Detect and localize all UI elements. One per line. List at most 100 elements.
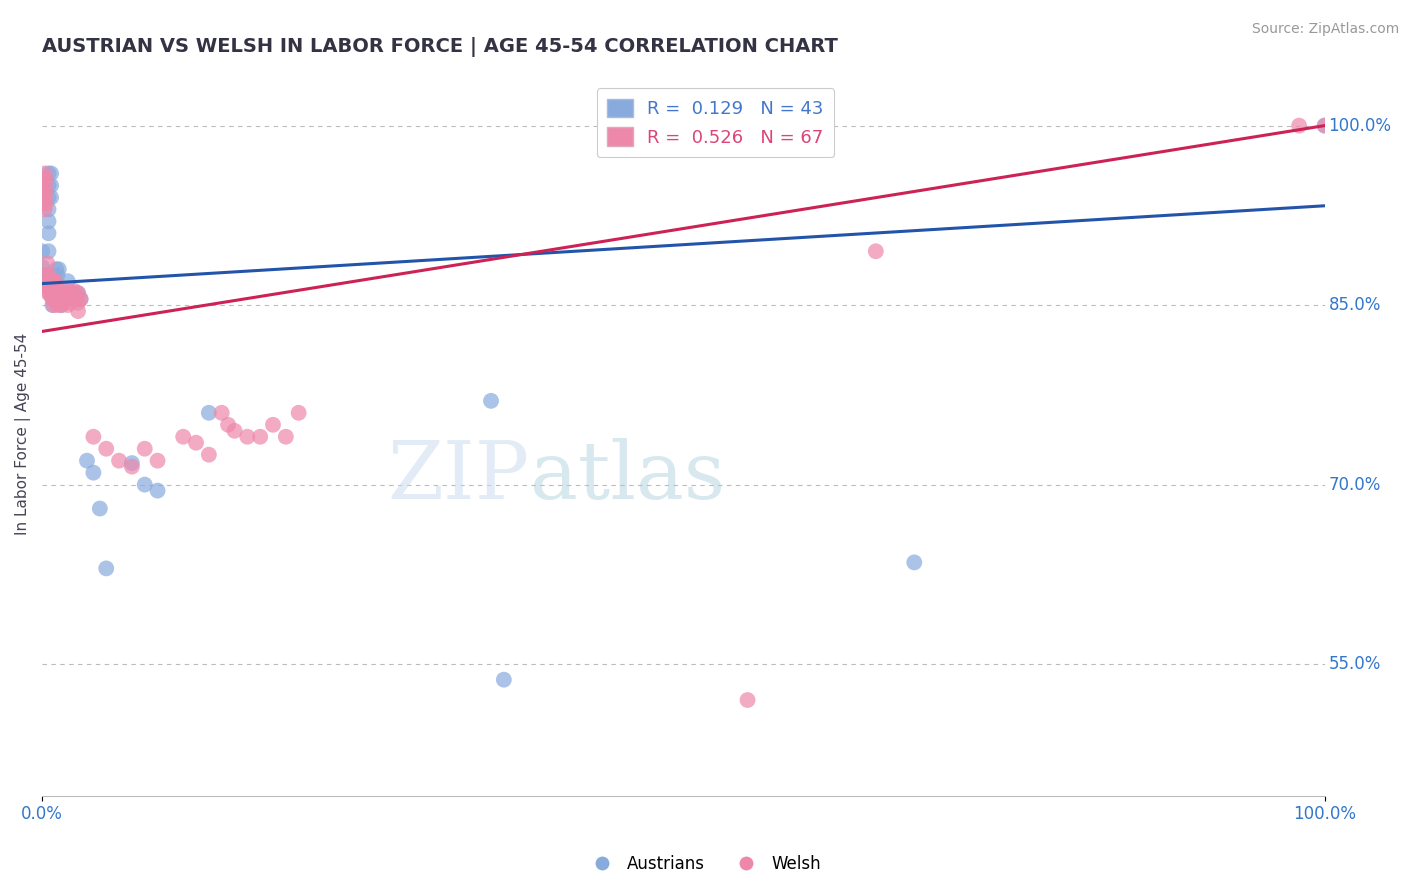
Point — [63, 286, 86, 301]
Text: Source: ZipAtlas.com: Source: ZipAtlas.com — [1251, 22, 1399, 37]
Point — [198, 448, 221, 462]
Point — [41, 286, 63, 301]
Point — [134, 442, 156, 456]
Point — [42, 292, 65, 306]
Point — [66, 286, 89, 301]
Point — [39, 274, 62, 288]
Point — [1313, 119, 1336, 133]
Point — [49, 292, 72, 306]
Point — [63, 292, 86, 306]
Point — [1313, 119, 1336, 133]
Point — [184, 435, 207, 450]
Point — [38, 214, 60, 228]
Point — [224, 424, 246, 438]
Text: atlas: atlas — [530, 438, 724, 516]
Text: 85.0%: 85.0% — [1329, 296, 1381, 314]
Point — [96, 561, 118, 575]
Point — [96, 442, 118, 456]
Point — [42, 298, 65, 312]
Text: 100.0%: 100.0% — [1329, 117, 1392, 135]
Point — [38, 178, 60, 193]
Point — [737, 693, 759, 707]
Point — [38, 227, 60, 241]
Point — [59, 295, 82, 310]
Point — [1288, 119, 1310, 133]
Point — [38, 286, 60, 301]
Point — [262, 417, 284, 432]
Point — [31, 185, 53, 199]
Point — [53, 284, 76, 298]
Point — [492, 673, 515, 687]
Point — [146, 453, 169, 467]
Point — [76, 453, 98, 467]
Point — [121, 459, 143, 474]
Point — [41, 274, 63, 288]
Point — [38, 274, 60, 288]
Point — [69, 292, 91, 306]
Point — [903, 555, 925, 569]
Text: AUSTRIAN VS WELSH IN LABOR FORCE | AGE 45-54 CORRELATION CHART: AUSTRIAN VS WELSH IN LABOR FORCE | AGE 4… — [42, 37, 838, 57]
Point — [236, 430, 259, 444]
Point — [134, 477, 156, 491]
Point — [66, 295, 89, 310]
Point — [52, 288, 75, 302]
Y-axis label: In Labor Force | Age 45-54: In Labor Force | Age 45-54 — [15, 333, 31, 535]
Point — [38, 202, 60, 217]
Text: 55.0%: 55.0% — [1329, 655, 1381, 673]
Point — [52, 292, 75, 306]
Point — [38, 280, 60, 294]
Point — [51, 298, 73, 312]
Point — [121, 456, 143, 470]
Point — [35, 196, 58, 211]
Point — [34, 178, 56, 193]
Point — [211, 406, 233, 420]
Point — [56, 286, 79, 301]
Point — [38, 244, 60, 259]
Point — [172, 430, 194, 444]
Point — [44, 286, 66, 301]
Point — [89, 501, 111, 516]
Point — [41, 298, 63, 312]
Point — [31, 172, 53, 186]
Point — [35, 185, 58, 199]
Point — [34, 166, 56, 180]
Point — [44, 284, 66, 298]
Point — [34, 202, 56, 217]
Point — [56, 274, 79, 288]
Point — [44, 274, 66, 288]
Point — [42, 286, 65, 301]
Point — [45, 262, 67, 277]
Point — [146, 483, 169, 498]
Point — [217, 417, 239, 432]
Point — [51, 298, 73, 312]
Point — [37, 256, 59, 270]
Point — [198, 406, 221, 420]
Point — [108, 453, 131, 467]
Point — [39, 190, 62, 204]
Point — [38, 286, 60, 301]
Point — [63, 284, 86, 298]
Point — [44, 274, 66, 288]
Point — [38, 268, 60, 283]
Point — [82, 430, 104, 444]
Text: 70.0%: 70.0% — [1329, 475, 1381, 493]
Point — [31, 196, 53, 211]
Point — [45, 292, 67, 306]
Point — [59, 286, 82, 301]
Point — [69, 292, 91, 306]
Point — [35, 172, 58, 186]
Point — [41, 292, 63, 306]
Text: ZIP: ZIP — [388, 438, 530, 516]
Point — [31, 260, 53, 274]
Point — [274, 430, 297, 444]
Point — [34, 190, 56, 204]
Point — [38, 190, 60, 204]
Point — [39, 288, 62, 302]
Point — [53, 292, 76, 306]
Point — [66, 304, 89, 318]
Point — [479, 393, 502, 408]
Point — [249, 430, 271, 444]
Point — [56, 298, 79, 312]
Legend: Austrians, Welsh: Austrians, Welsh — [578, 848, 828, 880]
Point — [38, 166, 60, 180]
